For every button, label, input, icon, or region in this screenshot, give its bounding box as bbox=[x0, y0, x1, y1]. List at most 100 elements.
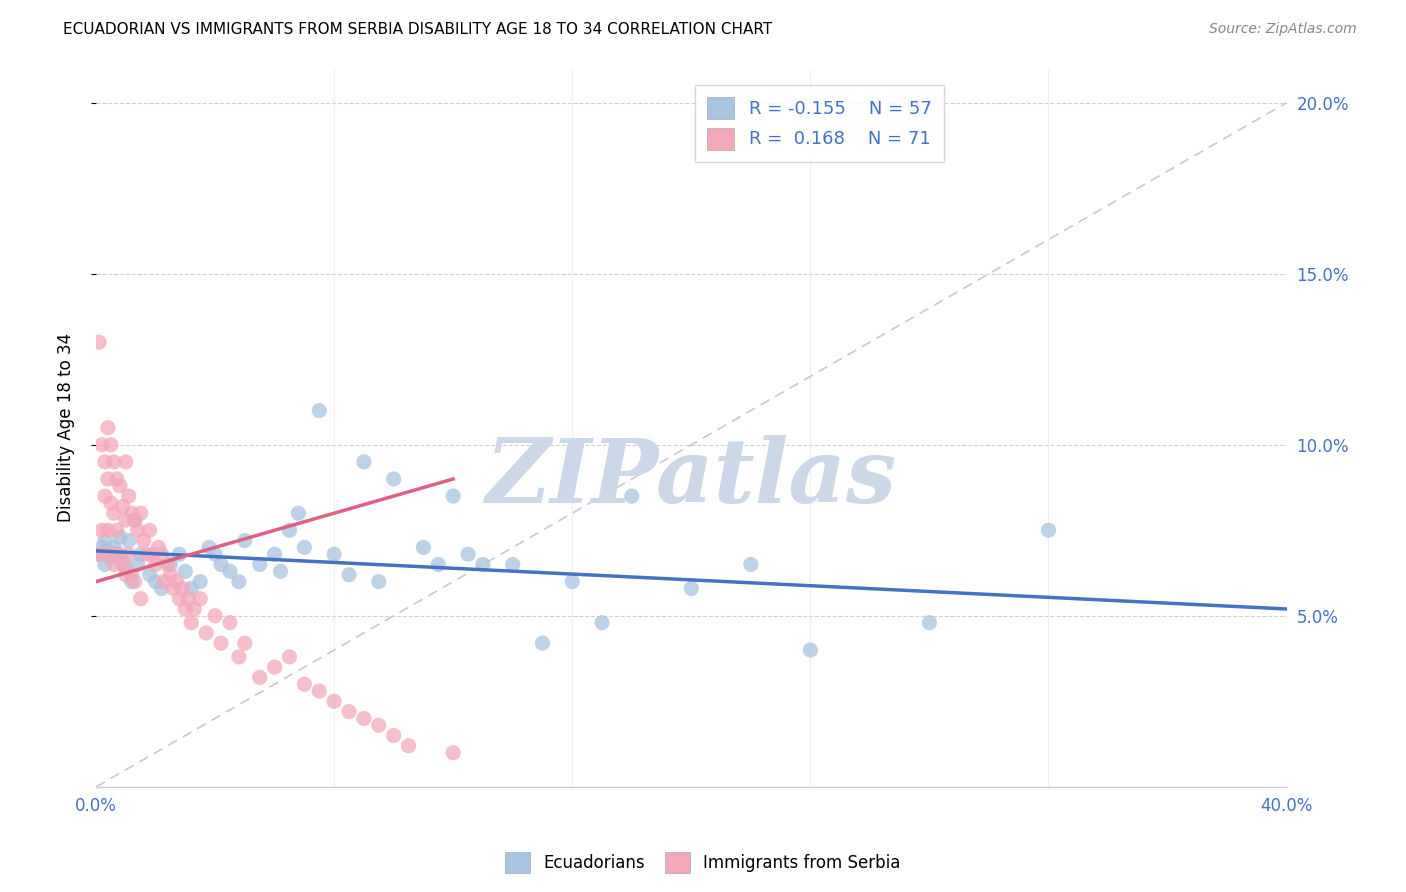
Point bbox=[124, 513, 146, 527]
Point bbox=[108, 530, 131, 544]
Point bbox=[263, 547, 285, 561]
Point bbox=[142, 547, 165, 561]
Point bbox=[97, 420, 120, 434]
Point bbox=[228, 574, 250, 589]
Point bbox=[111, 554, 134, 568]
Text: ECUADORIAN VS IMMIGRANTS FROM SERBIA DISABILITY AGE 18 TO 34 CORRELATION CHART: ECUADORIAN VS IMMIGRANTS FROM SERBIA DIS… bbox=[63, 22, 772, 37]
Point bbox=[209, 558, 232, 572]
Point bbox=[94, 489, 117, 503]
Point bbox=[94, 558, 117, 572]
Point bbox=[87, 547, 110, 561]
Point bbox=[91, 438, 114, 452]
Point bbox=[263, 660, 285, 674]
Point bbox=[97, 524, 120, 538]
Point bbox=[292, 677, 315, 691]
Point bbox=[127, 558, 149, 572]
Point bbox=[337, 567, 360, 582]
Point bbox=[620, 489, 643, 503]
Point bbox=[129, 506, 152, 520]
Point bbox=[188, 574, 211, 589]
Point bbox=[145, 558, 167, 572]
Point bbox=[219, 565, 242, 579]
Point bbox=[118, 533, 141, 548]
Point bbox=[249, 670, 271, 684]
Point bbox=[441, 489, 464, 503]
Point bbox=[308, 403, 330, 417]
Point bbox=[156, 558, 179, 572]
Point bbox=[188, 591, 211, 606]
Point bbox=[159, 567, 181, 582]
Point bbox=[561, 574, 583, 589]
Text: Source: ZipAtlas.com: Source: ZipAtlas.com bbox=[1209, 22, 1357, 37]
Point bbox=[353, 711, 375, 725]
Legend: Ecuadorians, Immigrants from Serbia: Ecuadorians, Immigrants from Serbia bbox=[499, 846, 907, 880]
Point bbox=[114, 455, 136, 469]
Point bbox=[103, 455, 125, 469]
Point bbox=[162, 582, 184, 596]
Point bbox=[183, 602, 205, 616]
Point bbox=[180, 582, 202, 596]
Point bbox=[427, 558, 450, 572]
Y-axis label: Disability Age 18 to 34: Disability Age 18 to 34 bbox=[58, 333, 75, 522]
Point bbox=[287, 506, 309, 520]
Point bbox=[204, 608, 226, 623]
Point bbox=[114, 513, 136, 527]
Point bbox=[118, 489, 141, 503]
Point bbox=[94, 533, 117, 548]
Point bbox=[135, 547, 157, 561]
Point bbox=[100, 550, 122, 565]
Point bbox=[91, 541, 114, 555]
Point bbox=[918, 615, 941, 630]
Point bbox=[105, 524, 128, 538]
Point bbox=[121, 506, 143, 520]
Point bbox=[118, 547, 141, 561]
Point bbox=[457, 547, 479, 561]
Point bbox=[204, 547, 226, 561]
Point bbox=[382, 472, 405, 486]
Point bbox=[591, 615, 613, 630]
Point bbox=[100, 438, 122, 452]
Point bbox=[114, 567, 136, 582]
Point bbox=[114, 561, 136, 575]
Point bbox=[228, 649, 250, 664]
Point bbox=[148, 541, 170, 555]
Point bbox=[367, 574, 389, 589]
Point bbox=[233, 636, 256, 650]
Point bbox=[129, 591, 152, 606]
Point bbox=[471, 558, 494, 572]
Text: ZIPatlas: ZIPatlas bbox=[486, 434, 897, 521]
Point bbox=[97, 544, 120, 558]
Point bbox=[169, 591, 191, 606]
Point bbox=[308, 684, 330, 698]
Point bbox=[292, 541, 315, 555]
Point bbox=[177, 591, 200, 606]
Point bbox=[198, 541, 221, 555]
Point bbox=[174, 602, 197, 616]
Point bbox=[108, 547, 131, 561]
Point bbox=[174, 565, 197, 579]
Point bbox=[87, 547, 110, 561]
Point bbox=[108, 479, 131, 493]
Point bbox=[169, 547, 191, 561]
Point bbox=[105, 472, 128, 486]
Point bbox=[100, 496, 122, 510]
Point bbox=[150, 582, 173, 596]
Point bbox=[382, 729, 405, 743]
Point bbox=[121, 574, 143, 589]
Point bbox=[681, 582, 703, 596]
Point bbox=[138, 524, 160, 538]
Point bbox=[124, 513, 146, 527]
Point bbox=[249, 558, 271, 572]
Point bbox=[111, 558, 134, 572]
Point bbox=[209, 636, 232, 650]
Point bbox=[91, 524, 114, 538]
Point bbox=[105, 547, 128, 561]
Point bbox=[127, 524, 149, 538]
Point bbox=[124, 574, 146, 589]
Point bbox=[100, 547, 122, 561]
Point bbox=[103, 541, 125, 555]
Point bbox=[159, 558, 181, 572]
Point bbox=[531, 636, 554, 650]
Point bbox=[172, 582, 194, 596]
Legend: R = -0.155    N = 57, R =  0.168    N = 71: R = -0.155 N = 57, R = 0.168 N = 71 bbox=[695, 85, 945, 162]
